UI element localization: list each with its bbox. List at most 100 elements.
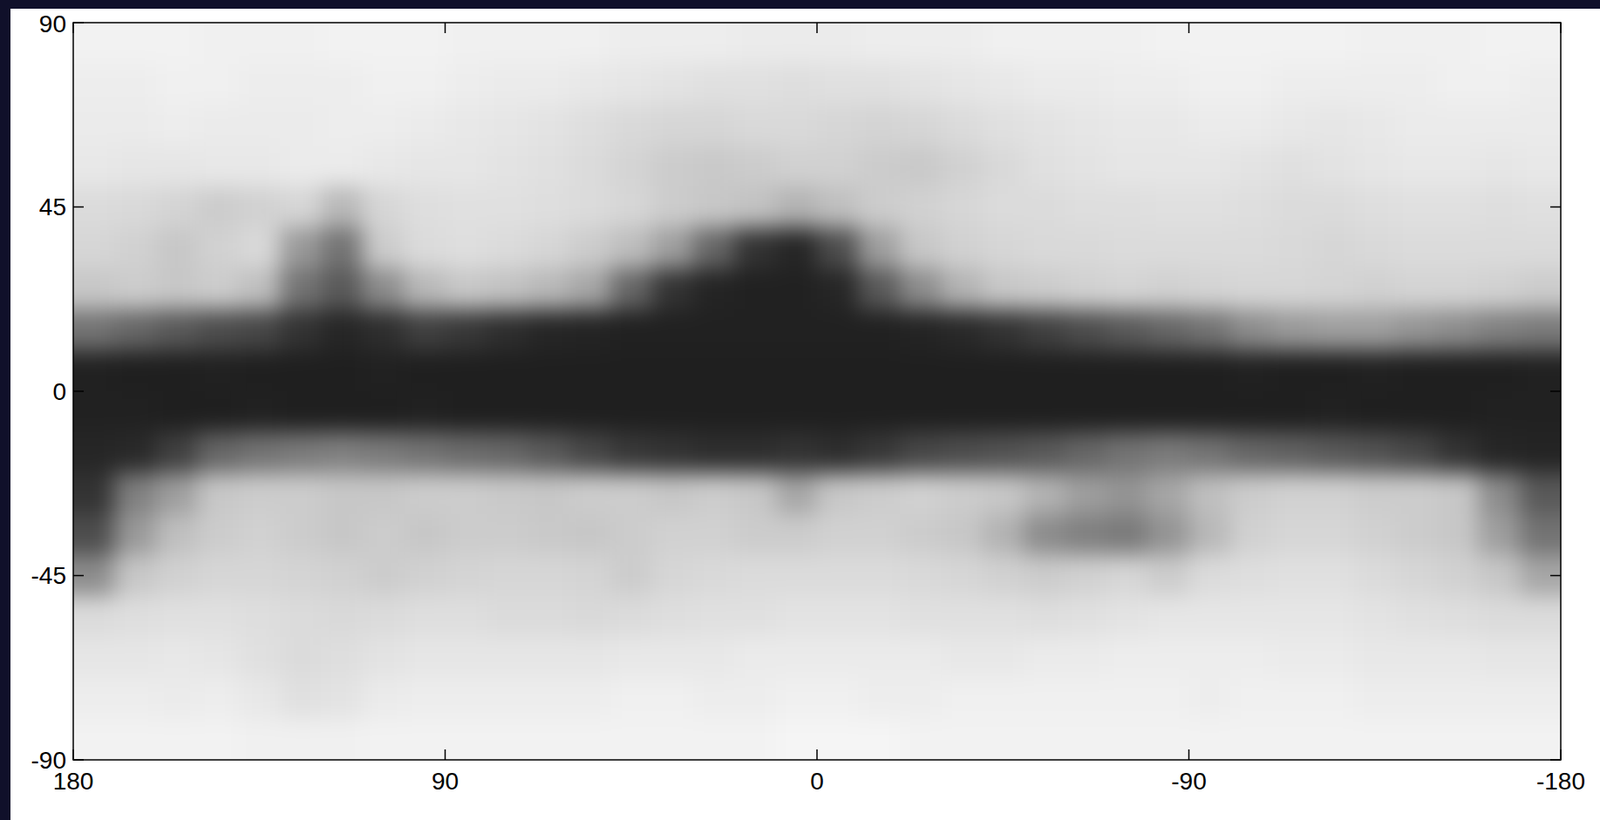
map-cell — [734, 719, 777, 761]
y-tick-label: -45 — [31, 562, 67, 590]
map-cell — [156, 555, 198, 598]
map-cell — [651, 596, 694, 639]
map-cell — [1189, 432, 1232, 475]
map-cell — [362, 227, 405, 270]
map-cell — [486, 514, 529, 557]
map-cell — [1477, 186, 1520, 229]
map-cell — [1271, 432, 1314, 475]
map-cell — [445, 227, 488, 270]
map-cell — [1106, 268, 1149, 311]
map-cell — [445, 391, 488, 434]
map-cell — [156, 719, 198, 761]
x-tick-label: 180 — [53, 768, 95, 796]
map-cell — [857, 145, 900, 188]
map-cell — [569, 22, 612, 65]
map-cell — [1106, 104, 1149, 147]
y-tick — [73, 759, 84, 762]
map-cell — [403, 555, 446, 598]
map-cell — [1189, 104, 1232, 147]
map-cell — [156, 145, 198, 188]
map-cell — [238, 227, 281, 270]
map-cell — [1395, 473, 1437, 516]
map-cell — [1313, 473, 1355, 516]
map-cell — [73, 391, 116, 434]
map-cell — [610, 514, 653, 557]
map-cell — [1106, 22, 1149, 65]
map-cell — [445, 719, 488, 761]
map-cell — [569, 555, 612, 598]
map-cell — [1436, 719, 1479, 761]
map-cell — [817, 432, 859, 475]
y-tick-right — [1550, 575, 1561, 578]
map-cell — [1189, 514, 1232, 557]
map-cell — [734, 104, 777, 147]
map-cell — [362, 186, 405, 229]
map-cell — [114, 145, 157, 188]
map-cell — [362, 268, 405, 311]
map-cell — [403, 227, 446, 270]
map-cell — [610, 391, 653, 434]
map-cell — [403, 432, 446, 475]
map-cell — [1271, 391, 1314, 434]
map-cell — [1106, 432, 1149, 475]
map-cell — [527, 719, 570, 761]
map-cell — [857, 22, 900, 65]
map-cell — [73, 22, 116, 65]
map-cell — [1023, 104, 1066, 147]
map-cell — [1064, 186, 1107, 229]
map-cell — [1189, 227, 1232, 270]
y-tick — [73, 21, 84, 24]
map-cell — [114, 719, 157, 761]
map-cell — [1271, 268, 1314, 311]
map-cell — [320, 555, 363, 598]
map-cell — [320, 104, 363, 147]
map-cell — [114, 596, 157, 639]
y-tick-label: 45 — [39, 193, 67, 221]
map-cell — [693, 678, 736, 721]
map-cell — [114, 637, 157, 680]
map-cell — [569, 473, 612, 516]
map-cell — [817, 186, 859, 229]
x-tick-top — [1559, 22, 1562, 34]
map-cell — [734, 514, 777, 557]
map-cell — [1230, 391, 1273, 434]
map-cell — [403, 514, 446, 557]
map-cell — [693, 350, 736, 393]
map-cell — [527, 104, 570, 147]
map-cell — [693, 596, 736, 639]
map-cell — [197, 678, 239, 721]
map-cell — [1354, 145, 1396, 188]
map-cell — [1354, 309, 1396, 352]
map-cell — [1436, 104, 1479, 147]
map-cell — [279, 268, 322, 311]
map-cell — [1189, 350, 1232, 393]
map-cell — [197, 596, 239, 639]
map-cell — [940, 63, 983, 106]
map-cell — [899, 596, 942, 639]
map-cell — [1064, 227, 1107, 270]
map-cell — [1147, 514, 1190, 557]
map-cell — [1354, 63, 1396, 106]
map-cell — [445, 678, 488, 721]
map-cell — [320, 719, 363, 761]
map-cell — [1395, 186, 1437, 229]
map-cell — [1189, 186, 1232, 229]
map-cell — [1189, 391, 1232, 434]
map-cell — [1395, 514, 1437, 557]
map-cell — [1271, 596, 1314, 639]
map-cell — [1147, 473, 1190, 516]
map-cell — [1519, 63, 1561, 106]
map-cell — [486, 391, 529, 434]
map-cell — [569, 63, 612, 106]
map-cell — [857, 227, 900, 270]
map-cell — [1189, 555, 1232, 598]
map-cell — [610, 678, 653, 721]
map-cell — [1106, 350, 1149, 393]
map-cell — [1395, 63, 1437, 106]
map-cell — [1313, 719, 1355, 761]
map-cell — [1189, 719, 1232, 761]
map-cell — [1271, 22, 1314, 65]
map-cell — [569, 145, 612, 188]
map-cell — [940, 719, 983, 761]
map-cell — [445, 350, 488, 393]
